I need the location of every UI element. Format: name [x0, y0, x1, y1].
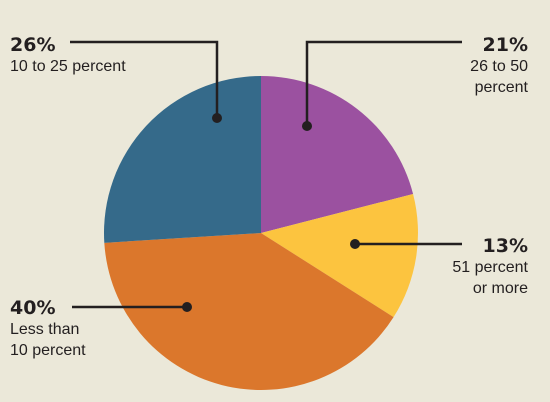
percent-value: 21% — [482, 34, 528, 56]
pie-slice-26-to-50-percent — [261, 76, 414, 233]
leader-line-10-to-25 — [70, 40, 219, 118]
pie-slice-less-than-10-percent — [104, 233, 394, 390]
label-26-to-50-percent: 21% 26 to 50 percent — [470, 34, 528, 98]
slice-label-line1: 51 percent — [452, 259, 528, 276]
slice-label-line2: or more — [472, 280, 528, 297]
percent-value: 13% — [482, 235, 528, 257]
slice-label-line1: 26 to 50 — [470, 58, 528, 75]
slice-label: 10 to 25 percent — [10, 58, 126, 75]
slice-label-line2: 10 percent — [10, 342, 86, 359]
percent-value: 26% — [10, 34, 56, 56]
pie-slice-51-percent-or-more — [261, 193, 419, 318]
leader-dot-51-or-more — [350, 239, 360, 249]
label-10-to-25-percent: 26% 10 to 25 percent — [10, 34, 126, 77]
leader-line-26-to-50 — [305, 40, 462, 126]
label-less-than-10-percent: 40% Less than 10 percent — [10, 297, 86, 361]
leader-dot-26-to-50 — [302, 121, 312, 131]
slice-label-line1: Less than — [10, 321, 80, 338]
leader-lines — [70, 40, 462, 312]
leader-dot-less-than-10 — [182, 302, 192, 312]
label-51-percent-or-more: 13% 51 percent or more — [452, 235, 528, 299]
pie-slices — [104, 76, 419, 390]
pie-slice-10-to-25-percent — [104, 76, 261, 243]
leader-dot-10-to-25 — [212, 113, 222, 123]
slice-label-line2: percent — [474, 79, 528, 96]
percent-value: 40% — [10, 297, 56, 319]
